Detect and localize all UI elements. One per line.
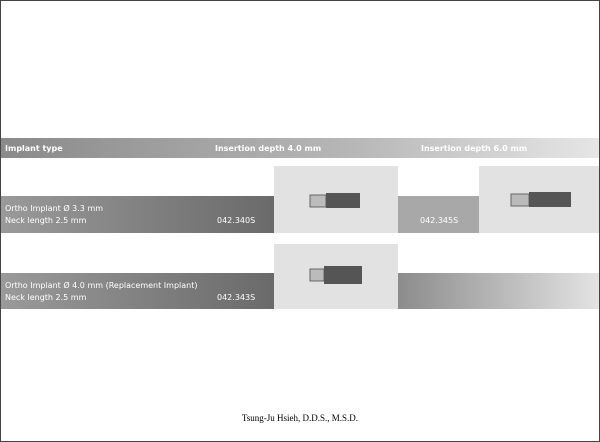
slide: Implant type Insertion depth 4.0 mm Inse…: [0, 0, 600, 442]
footer: Tsung-Ju Hsieh, D.D.S., M.S.D.: [1, 413, 599, 423]
row-bar: Ortho Implant Ø 4.0 mm (Replacement Impl…: [1, 273, 274, 309]
article-code: 042.345S: [420, 216, 458, 225]
implant-icon: [274, 244, 398, 309]
header-cell: Implant type: [5, 144, 63, 153]
implant-name: Ortho Implant Ø 4.0 mm (Replacement Impl…: [5, 281, 197, 290]
header-cell: Insertion depth 6.0 mm: [421, 144, 527, 153]
implant-name: Ortho Implant Ø 3.3 mm: [5, 204, 103, 213]
empty-bar: [398, 273, 600, 309]
neck-length: Neck length 2.5 mm: [5, 293, 86, 302]
implant-image: [479, 166, 600, 233]
implant-image: [274, 166, 398, 233]
row-bar: 042.345S: [398, 196, 479, 233]
implant-icon: [274, 166, 398, 233]
header-cell: Insertion depth 4.0 mm: [215, 144, 321, 153]
implant-icon: [479, 166, 600, 233]
neck-length: Neck length 2.5 mm: [5, 216, 86, 225]
header-bar: Implant type Insertion depth 4.0 mm Inse…: [1, 138, 599, 158]
article-code: 042.340S: [217, 216, 255, 225]
article-code: 042.343S: [217, 293, 255, 302]
row-bar: Ortho Implant Ø 3.3 mm Neck length 2.5 m…: [1, 196, 274, 233]
implant-image: [274, 244, 398, 309]
